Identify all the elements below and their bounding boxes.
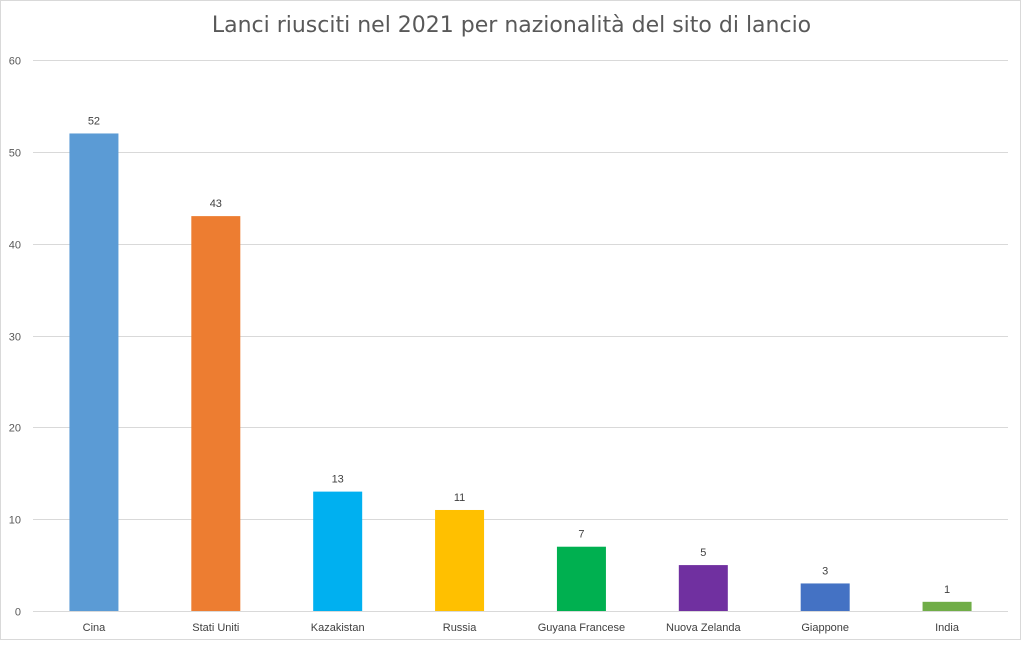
data-label: 7 (578, 529, 584, 541)
data-label: 13 (332, 474, 344, 486)
data-label: 11 (454, 492, 465, 504)
y-tick-label: 50 (9, 148, 21, 160)
category-labels: Cina Stati Uniti Kazakistan Russia Guyana Fr… (83, 622, 960, 634)
bar-cina (69, 133, 119, 611)
chart-title: Lanci riusciti nel 2021 per nazionalità … (211, 13, 812, 38)
data-labels: 52 43 13 11 7 5 3 1 (88, 115, 950, 595)
bar-russia (435, 509, 485, 611)
bar-stati-uniti (191, 216, 241, 611)
category-label: Guyana Francese (538, 622, 625, 634)
bar-giappone (800, 583, 850, 611)
category-label: Kazakistan (311, 622, 365, 634)
gridlines (33, 60, 1008, 612)
bar-india (922, 601, 972, 611)
y-axis-ticks: 0 10 20 30 40 50 60 (9, 56, 21, 619)
y-tick-label: 0 (15, 607, 21, 619)
y-tick-label: 40 (9, 240, 21, 252)
y-tick-label: 20 (9, 423, 21, 435)
data-label: 52 (88, 115, 100, 127)
bars (69, 133, 972, 611)
bar-kazakistan (313, 491, 363, 611)
data-label: 1 (944, 584, 950, 596)
category-label: Stati Uniti (192, 622, 239, 634)
category-label: Giappone (801, 622, 849, 634)
y-tick-label: 60 (9, 56, 21, 68)
category-label: Russia (443, 622, 478, 634)
y-tick-label: 30 (9, 332, 21, 344)
data-label: 3 (822, 565, 828, 577)
category-label: India (935, 622, 960, 634)
data-label: 43 (210, 198, 222, 210)
category-label: Cina (83, 622, 107, 634)
data-label: 5 (700, 547, 706, 559)
y-tick-label: 10 (9, 515, 21, 527)
bar-guyana-francese (556, 546, 606, 611)
category-label: Nuova Zelanda (666, 622, 741, 634)
bar-nuova-zelanda (678, 565, 728, 611)
